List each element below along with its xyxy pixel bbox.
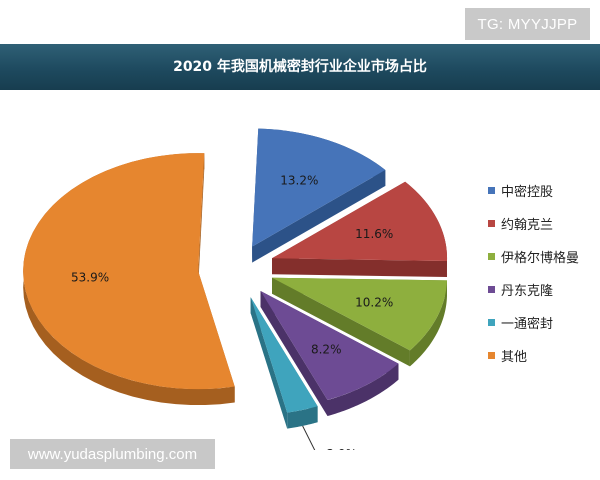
watermark-bottom: www.yudasplumbing.com <box>10 439 215 469</box>
slice-side-4 <box>287 406 318 429</box>
legend-label-0: 中密控股 <box>501 184 554 200</box>
slice-5 <box>23 153 235 390</box>
chart-title-bar: 2020 年我国机械密封行业企业市场占比 <box>0 44 600 90</box>
legend-item-0: 中密控股 <box>488 178 598 202</box>
value-label-0: 13.2% <box>280 174 318 188</box>
legend-label-5: 其他 <box>501 349 528 365</box>
slice-edge-1-1 <box>272 258 447 277</box>
legend-label-1: 约翰克兰 <box>501 217 554 233</box>
chart-title: 2020 年我国机械密封行业企业市场占比 <box>173 59 427 75</box>
slice-edge-3-1 <box>260 291 328 417</box>
legend-swatch-2 <box>488 252 495 260</box>
slice-edge-0-1 <box>252 169 386 263</box>
legend-label-3: 丹东克隆 <box>501 283 554 299</box>
legend-item-1: 约翰克兰 <box>488 211 598 235</box>
legend-swatch-0 <box>488 186 495 194</box>
slice-edge-2-1 <box>272 277 410 367</box>
legend-swatch-3 <box>488 285 495 293</box>
watermark-top: TG: MYYJJPP <box>465 8 590 40</box>
value-label-2: 10.2% <box>355 295 393 309</box>
legend-label-4: 一通密封 <box>501 316 554 332</box>
slice-edge-4-1 <box>250 297 288 429</box>
legend-swatch-1 <box>488 219 495 227</box>
slice-side-3 <box>327 363 399 417</box>
value-label-4: 2.9% <box>327 447 358 450</box>
leader-line-4 <box>302 425 316 450</box>
pie-chart: 13.2% 11.6% 10.2% 8.2% 2.9% 53.9% <box>23 128 448 450</box>
slice-side-2 <box>409 280 447 367</box>
slice-edge-5-1 <box>198 153 205 288</box>
legend-item-4: 一通密封 <box>488 310 598 334</box>
legend-item-5: 其他 <box>488 343 598 367</box>
slice-0 <box>252 128 386 247</box>
legend-item-2: 伊格尔博格曼 <box>488 244 598 268</box>
legend-item-3: 丹东克隆 <box>488 277 598 301</box>
slice-3 <box>260 291 399 401</box>
chart-legend: 中密控股约翰克兰伊格尔博格曼 丹东克隆一通密封其他 <box>488 178 598 376</box>
slice-1 <box>272 181 448 261</box>
legend-swatch-5 <box>488 351 495 359</box>
value-label-5: 53.9% <box>71 271 109 285</box>
value-label-3: 8.2% <box>311 342 342 356</box>
value-label-1: 11.6% <box>355 227 393 241</box>
slice-4 <box>250 297 318 413</box>
slice-2 <box>272 277 447 351</box>
legend-swatch-4 <box>488 318 495 326</box>
legend-label-2: 伊格尔博格曼 <box>501 250 580 266</box>
